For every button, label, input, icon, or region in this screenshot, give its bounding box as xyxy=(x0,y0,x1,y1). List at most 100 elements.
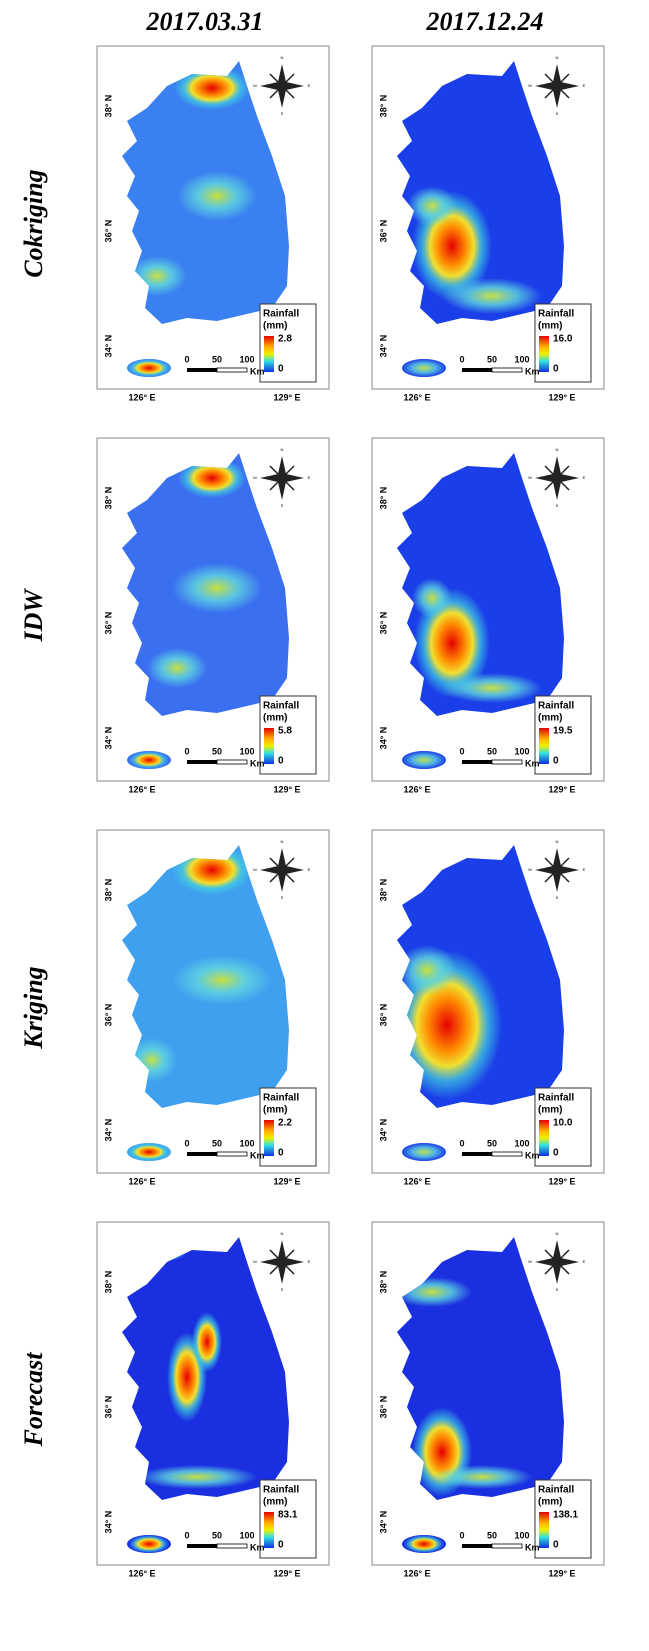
legend-ramp xyxy=(264,336,274,372)
scale-bar xyxy=(216,1151,248,1157)
lat-label: 34° N xyxy=(378,727,388,750)
compass-letter: S xyxy=(556,111,559,116)
scale-bar xyxy=(491,1543,523,1549)
lat-label: 36° N xyxy=(103,1004,113,1027)
compass-letter: N xyxy=(556,55,559,60)
legend-max: 83.1 xyxy=(278,1510,298,1521)
scale-bar xyxy=(216,1543,248,1549)
compass-letter: W xyxy=(528,475,532,480)
lat-label: 34° N xyxy=(378,1511,388,1534)
compass-letter: W xyxy=(253,867,257,872)
scale-unit: Km xyxy=(525,1542,540,1552)
scale-tick: 100 xyxy=(514,1138,529,1148)
lon-label: 126° E xyxy=(403,392,430,402)
compass-letter: N xyxy=(281,1231,284,1236)
legend-ramp xyxy=(539,728,549,764)
scale-tick: 50 xyxy=(487,1530,497,1540)
compass-letter: S xyxy=(556,1287,559,1292)
lon-label: 126° E xyxy=(128,1176,155,1186)
scale-tick: 100 xyxy=(239,354,254,364)
legend-title: Rainfall xyxy=(538,309,574,320)
lat-label: 38° N xyxy=(378,95,388,118)
compass-letter: N xyxy=(281,447,284,452)
legend: Rainfall(mm) 19.5 0 xyxy=(534,695,592,775)
scale-tick: 50 xyxy=(212,1530,222,1540)
lat-label: 36° N xyxy=(103,1396,113,1419)
lat-label: 34° N xyxy=(378,335,388,358)
lon-label: 129° E xyxy=(548,392,575,402)
compass-letter: W xyxy=(253,1259,257,1264)
compass-rose xyxy=(269,1249,295,1275)
scale-tick: 0 xyxy=(184,1138,189,1148)
compass-letter: S xyxy=(281,503,284,508)
compass-rose xyxy=(544,465,570,491)
rainfall-area xyxy=(172,845,252,895)
scale-tick: 100 xyxy=(239,746,254,756)
legend-min: 0 xyxy=(278,1148,284,1159)
rainfall-area xyxy=(127,1143,171,1161)
lat-label: 36° N xyxy=(378,220,388,243)
compass-letter: S xyxy=(281,895,284,900)
legend-ramp xyxy=(539,336,549,372)
scale-bar xyxy=(187,1544,217,1548)
lat-label: 36° N xyxy=(103,220,113,243)
compass-letter: S xyxy=(556,503,559,508)
lon-label: 129° E xyxy=(548,784,575,794)
lat-label: 38° N xyxy=(378,1271,388,1294)
scale-tick: 50 xyxy=(212,746,222,756)
rainfall-area xyxy=(397,945,457,995)
legend-max: 138.1 xyxy=(553,1510,578,1521)
compass-letter: E xyxy=(308,867,311,872)
scale-unit: Km xyxy=(250,758,265,768)
map-panel: 38° N 36° N 34° N 126° E 129° E N E S W Rainfall(… xyxy=(371,829,605,1186)
legend-unit: (mm) xyxy=(538,1105,562,1116)
rainfall-area xyxy=(442,278,542,314)
legend: Rainfall(mm) 2.8 0 xyxy=(259,303,317,383)
legend-title: Rainfall xyxy=(538,1093,574,1104)
lat-label: 34° N xyxy=(103,335,113,358)
scale-unit: Km xyxy=(250,1542,265,1552)
legend-min: 0 xyxy=(553,1540,559,1551)
compass-letter: W xyxy=(528,83,532,88)
rainfall-area xyxy=(127,1038,177,1082)
panel-frame xyxy=(371,1221,605,1566)
scale-bar xyxy=(187,368,217,372)
rainfall-area xyxy=(137,1465,257,1489)
lat-label: 38° N xyxy=(378,879,388,902)
compass-letter: N xyxy=(281,55,284,60)
compass-letter: E xyxy=(583,1259,586,1264)
scale-unit: Km xyxy=(525,366,540,376)
rainfall-area xyxy=(177,171,257,221)
legend-min: 0 xyxy=(278,1540,284,1551)
compass-letter: W xyxy=(253,83,257,88)
lon-label: 126° E xyxy=(403,1176,430,1186)
rainfall-area xyxy=(172,955,272,1005)
panel-frame xyxy=(96,437,330,782)
map-panel: 38° N 36° N 34° N 126° E 129° E N E S W Rainfall(… xyxy=(371,1221,605,1578)
compass-letter: N xyxy=(556,447,559,452)
legend-unit: (mm) xyxy=(538,713,562,724)
lon-label: 126° E xyxy=(128,1568,155,1578)
map-panel: 38° N 36° N 34° N 126° E 129° E N E S W Rainfall(… xyxy=(371,45,605,402)
scale-unit: Km xyxy=(250,1150,265,1160)
rainfall-area xyxy=(178,458,246,498)
legend-min: 0 xyxy=(278,364,284,375)
scale-bar xyxy=(187,760,217,764)
map-panel: 38° N 36° N 34° N 126° E 129° E N E S W Rainfall(… xyxy=(96,829,330,1186)
rainfall-area xyxy=(127,1242,187,1262)
legend-max: 2.8 xyxy=(278,334,292,345)
legend-ramp xyxy=(264,728,274,764)
lat-label: 34° N xyxy=(103,1511,113,1534)
rainfall-area xyxy=(397,1277,472,1307)
lat-label: 36° N xyxy=(378,1004,388,1027)
row-label: Kriging xyxy=(19,966,48,1049)
rainfall-area xyxy=(402,751,446,769)
rainfall-area xyxy=(127,256,187,296)
scale-bar xyxy=(462,1544,492,1548)
rainfall-area xyxy=(412,578,452,618)
legend-unit: (mm) xyxy=(263,1105,287,1116)
map-panel: 38° N 36° N 34° N 126° E 129° E N E S W Rainfall(… xyxy=(96,45,330,402)
compass-rose xyxy=(544,1249,570,1275)
scale-unit: Km xyxy=(525,1150,540,1160)
